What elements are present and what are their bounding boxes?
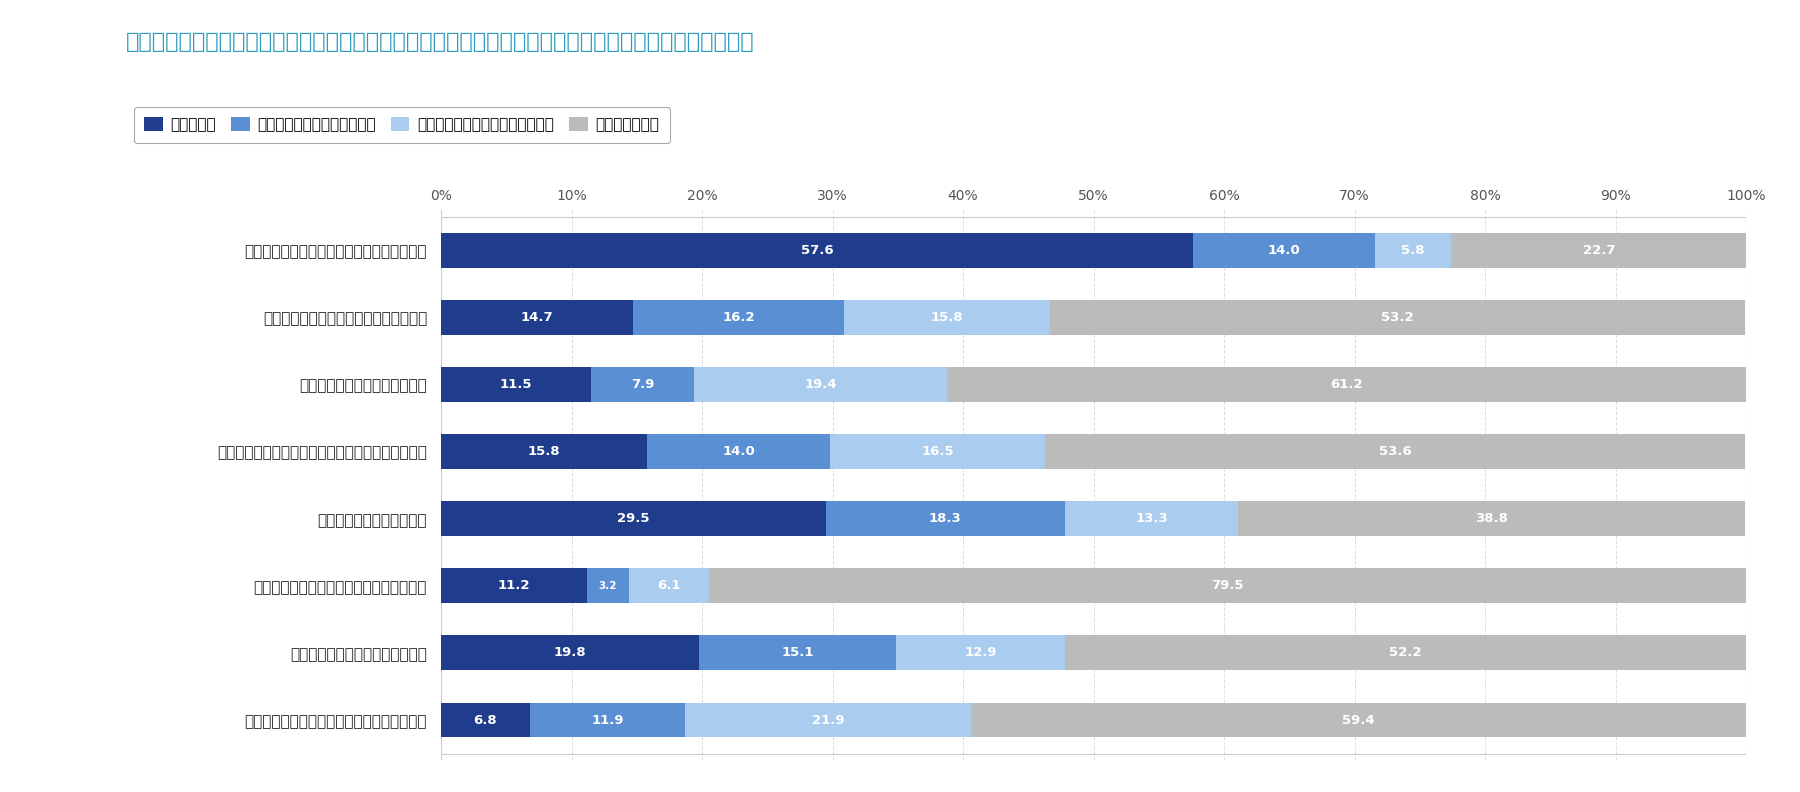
Text: 11.9: 11.9 — [590, 714, 623, 726]
Text: 19.8: 19.8 — [554, 646, 587, 660]
Bar — [1375, 233, 1451, 268]
Bar — [1046, 434, 1744, 469]
Text: 14.0: 14.0 — [722, 445, 754, 458]
Bar — [441, 501, 826, 536]
Text: 医療機関で「現金」で支払った理由として、最もあてはまるものをお選びください。（それぞれひとつ）: 医療機関で「現金」で支払った理由として、最もあてはまるものをお選びください。（そ… — [126, 32, 754, 51]
Text: 11.2: 11.2 — [499, 579, 531, 592]
Text: 57.6: 57.6 — [801, 244, 833, 257]
Bar — [634, 300, 844, 335]
Text: 19.4: 19.4 — [805, 378, 837, 391]
Text: 16.2: 16.2 — [722, 310, 754, 324]
Legend: あてはまる, どちらかというとあてはまる, どちらかというとあてはまらない, あてはまらない: あてはまる, どちらかというとあてはまる, どちらかというとあてはまらない, あ… — [133, 107, 670, 143]
Text: 59.4: 59.4 — [1343, 714, 1375, 726]
Bar — [1193, 233, 1375, 268]
Text: 14.0: 14.0 — [1267, 244, 1300, 257]
Text: 13.3: 13.3 — [1136, 512, 1168, 525]
Bar — [695, 367, 947, 402]
Bar — [441, 434, 648, 469]
Bar — [441, 703, 529, 737]
Bar — [1238, 501, 1744, 536]
Text: 79.5: 79.5 — [1211, 579, 1244, 592]
Bar — [1066, 635, 1746, 670]
Bar — [441, 300, 634, 335]
Text: 21.9: 21.9 — [812, 714, 844, 726]
Text: 29.5: 29.5 — [617, 512, 650, 525]
Text: 15.8: 15.8 — [527, 445, 560, 458]
Bar — [441, 569, 587, 604]
Text: 6.8: 6.8 — [473, 714, 497, 726]
Text: 16.5: 16.5 — [922, 445, 954, 458]
Text: 12.9: 12.9 — [965, 646, 997, 660]
Text: 52.2: 52.2 — [1390, 646, 1422, 660]
Bar — [628, 569, 709, 604]
Bar — [970, 703, 1746, 737]
Bar — [709, 569, 1746, 604]
Text: 11.5: 11.5 — [500, 378, 533, 391]
Text: 7.9: 7.9 — [632, 378, 655, 391]
Bar — [1451, 233, 1748, 268]
Text: 22.7: 22.7 — [1582, 244, 1615, 257]
Bar — [830, 434, 1046, 469]
Bar — [844, 300, 1051, 335]
Text: 53.2: 53.2 — [1381, 310, 1413, 324]
Text: 15.8: 15.8 — [931, 310, 963, 324]
Text: 14.7: 14.7 — [520, 310, 553, 324]
Text: 53.6: 53.6 — [1379, 445, 1411, 458]
Bar — [529, 703, 686, 737]
Text: 61.2: 61.2 — [1330, 378, 1363, 391]
Text: 6.1: 6.1 — [657, 579, 680, 592]
Bar — [441, 635, 700, 670]
Text: 3.2: 3.2 — [599, 581, 617, 591]
Bar — [947, 367, 1746, 402]
Bar — [700, 635, 896, 670]
Bar — [590, 367, 695, 402]
Bar — [1051, 300, 1744, 335]
Text: 5.8: 5.8 — [1402, 244, 1426, 257]
Bar — [1066, 501, 1238, 536]
Bar — [587, 569, 628, 604]
Text: 38.8: 38.8 — [1474, 512, 1508, 525]
Text: 15.1: 15.1 — [781, 646, 814, 660]
Bar — [826, 501, 1066, 536]
Bar — [648, 434, 830, 469]
Bar — [441, 233, 1193, 268]
Text: 18.3: 18.3 — [929, 512, 961, 525]
Bar — [441, 367, 590, 402]
Bar — [686, 703, 970, 737]
Bar — [896, 635, 1066, 670]
